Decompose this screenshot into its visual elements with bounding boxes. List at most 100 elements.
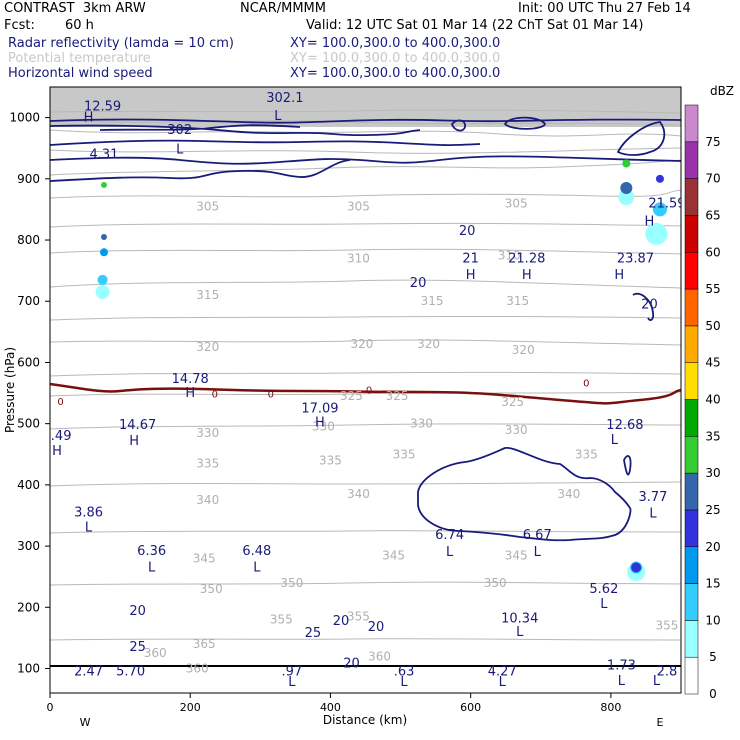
theta-label: 355 xyxy=(656,619,679,633)
init-label: Init: 00 UTC Thu 27 Feb 14 xyxy=(518,1,691,16)
extremum-value: 6.67 xyxy=(523,528,552,543)
extremum-marker: H xyxy=(129,434,139,449)
wind-contours xyxy=(50,116,681,542)
theta-label: 320 xyxy=(351,337,374,351)
reflectivity-cell xyxy=(100,181,107,188)
extremum-value: 21 xyxy=(462,251,479,266)
colorbar-label: 55 xyxy=(705,282,720,296)
colorbar-label: 15 xyxy=(705,577,720,591)
plot-frame xyxy=(49,86,682,694)
reflectivity-cell xyxy=(631,562,642,573)
reflectivity-shading xyxy=(95,159,668,582)
theta-label: 315 xyxy=(506,294,529,308)
extremum-value: 17.09 xyxy=(301,401,338,416)
theta-label: 360 xyxy=(144,646,167,660)
theta-label: 330 xyxy=(410,417,433,431)
zero-label: 0 xyxy=(212,390,218,401)
y-tick-label: 700 xyxy=(17,294,40,308)
theta-label: 365 xyxy=(193,637,216,651)
extrema-labels: L L L L L L H H L H H H H H H L L H L L L L L L L 2.47 5.70 .97 .63 4… xyxy=(50,91,685,690)
theta-label: 350 xyxy=(484,576,507,590)
extremum-value: 12.59 xyxy=(84,100,121,115)
extremum-value: 5.70 xyxy=(116,665,145,680)
colorbar-label: 75 xyxy=(705,135,720,149)
field-1-xy: XY= 100.0,300.0 to 400.0,300.0 xyxy=(290,36,501,51)
field-2-name: Potential temperature xyxy=(8,51,151,66)
theta-label: 335 xyxy=(319,453,342,467)
theta-labels: 360 360 360 365 355 355 355 350 350 350 345 345 345 3… xyxy=(144,196,679,675)
extremum-value: 4.31 xyxy=(90,147,119,162)
theta-label: 330 xyxy=(505,423,528,437)
wind-label: 20 xyxy=(129,604,146,619)
reflectivity-cell xyxy=(620,182,633,194)
colorbar-swatch xyxy=(684,656,699,695)
colorbar-swatch xyxy=(684,620,699,658)
y-tick-label: 300 xyxy=(17,539,40,553)
wind-label: 20 xyxy=(368,620,385,635)
endpoint-label: W xyxy=(80,716,91,729)
reflectivity-cell xyxy=(99,248,108,257)
y-tick-label: 600 xyxy=(17,355,40,369)
zero-label: 0 xyxy=(57,397,63,408)
theta-label: 335 xyxy=(575,447,598,461)
theta-label: 315 xyxy=(196,288,219,302)
extremum-marker: H xyxy=(84,111,94,126)
zero-label: 0 xyxy=(583,379,589,390)
y-axis: 100 200 300 400 500 600 700 800 900 1000 xyxy=(9,111,50,676)
theta-label: 355 xyxy=(270,613,293,627)
colorbar-label: 40 xyxy=(705,393,720,407)
theta-label: 335 xyxy=(196,456,219,470)
theta-contours xyxy=(50,109,681,641)
y-tick-label: 400 xyxy=(17,478,40,492)
colorbar-label: 50 xyxy=(705,319,720,333)
colorbar-swatch xyxy=(684,583,699,621)
theta-label: 360 xyxy=(368,649,391,663)
endpoint-label: E xyxy=(656,716,663,729)
theta-label: 320 xyxy=(417,337,440,351)
colorbar-swatch xyxy=(684,288,699,327)
extremum-marker: L xyxy=(600,597,608,612)
colorbar-swatch xyxy=(684,215,699,253)
extremum-value: 5.62 xyxy=(589,582,618,597)
colorbar-swatch xyxy=(684,141,699,179)
extremum-marker: L xyxy=(85,521,93,536)
x-tick-label: 200 xyxy=(180,701,201,714)
extremum-marker: L xyxy=(618,674,626,689)
theta-label: 340 xyxy=(196,493,219,507)
extremum-marker: L xyxy=(653,674,661,689)
extremum-value: 21.59 xyxy=(648,196,685,211)
colorbar-swatch xyxy=(684,178,699,216)
field-3-name: Horizontal wind speed xyxy=(8,66,153,81)
colorbar-swatch xyxy=(684,436,699,474)
colorbar-label: 0 xyxy=(709,687,717,701)
extremum-marker: L xyxy=(400,675,408,690)
theta-label: 305 xyxy=(505,196,528,210)
extremum-value: 6.74 xyxy=(435,528,464,543)
field-2-xy: XY= 100.0,300.0 to 400.0,300.0 xyxy=(290,51,501,66)
extremum-value: 14.78 xyxy=(172,372,209,387)
extremum-marker: L xyxy=(534,545,542,560)
wind-label: 20 xyxy=(343,657,360,672)
extremum-marker: L xyxy=(649,507,657,522)
colorbar-label: 5 xyxy=(709,650,717,664)
colorbar-label: 45 xyxy=(705,356,720,370)
wind-label: 25 xyxy=(305,626,322,641)
plot-area: 360 360 360 365 355 355 355 350 350 350 345 345 345 3… xyxy=(50,87,685,693)
extremum-value: 3.86 xyxy=(74,505,103,520)
zero-label: 0 xyxy=(268,390,274,401)
extremum-value: 2.47 xyxy=(74,665,103,680)
x-tick-label: 600 xyxy=(460,701,481,714)
extremum-marker: H xyxy=(645,215,655,230)
zero-isotherm xyxy=(50,382,681,405)
colorbar-label: 30 xyxy=(705,466,720,480)
wind-label: 20 xyxy=(459,224,476,239)
theta-label: 345 xyxy=(382,548,405,562)
colorbar-swatch xyxy=(684,546,699,584)
reflectivity-cell xyxy=(652,202,667,217)
colorbar-label: 20 xyxy=(705,540,720,554)
field-1-name: Radar reflectivity (lamda = 10 cm) xyxy=(8,36,234,51)
theta-label: 350 xyxy=(200,582,223,596)
reflectivity-cell xyxy=(618,189,635,206)
